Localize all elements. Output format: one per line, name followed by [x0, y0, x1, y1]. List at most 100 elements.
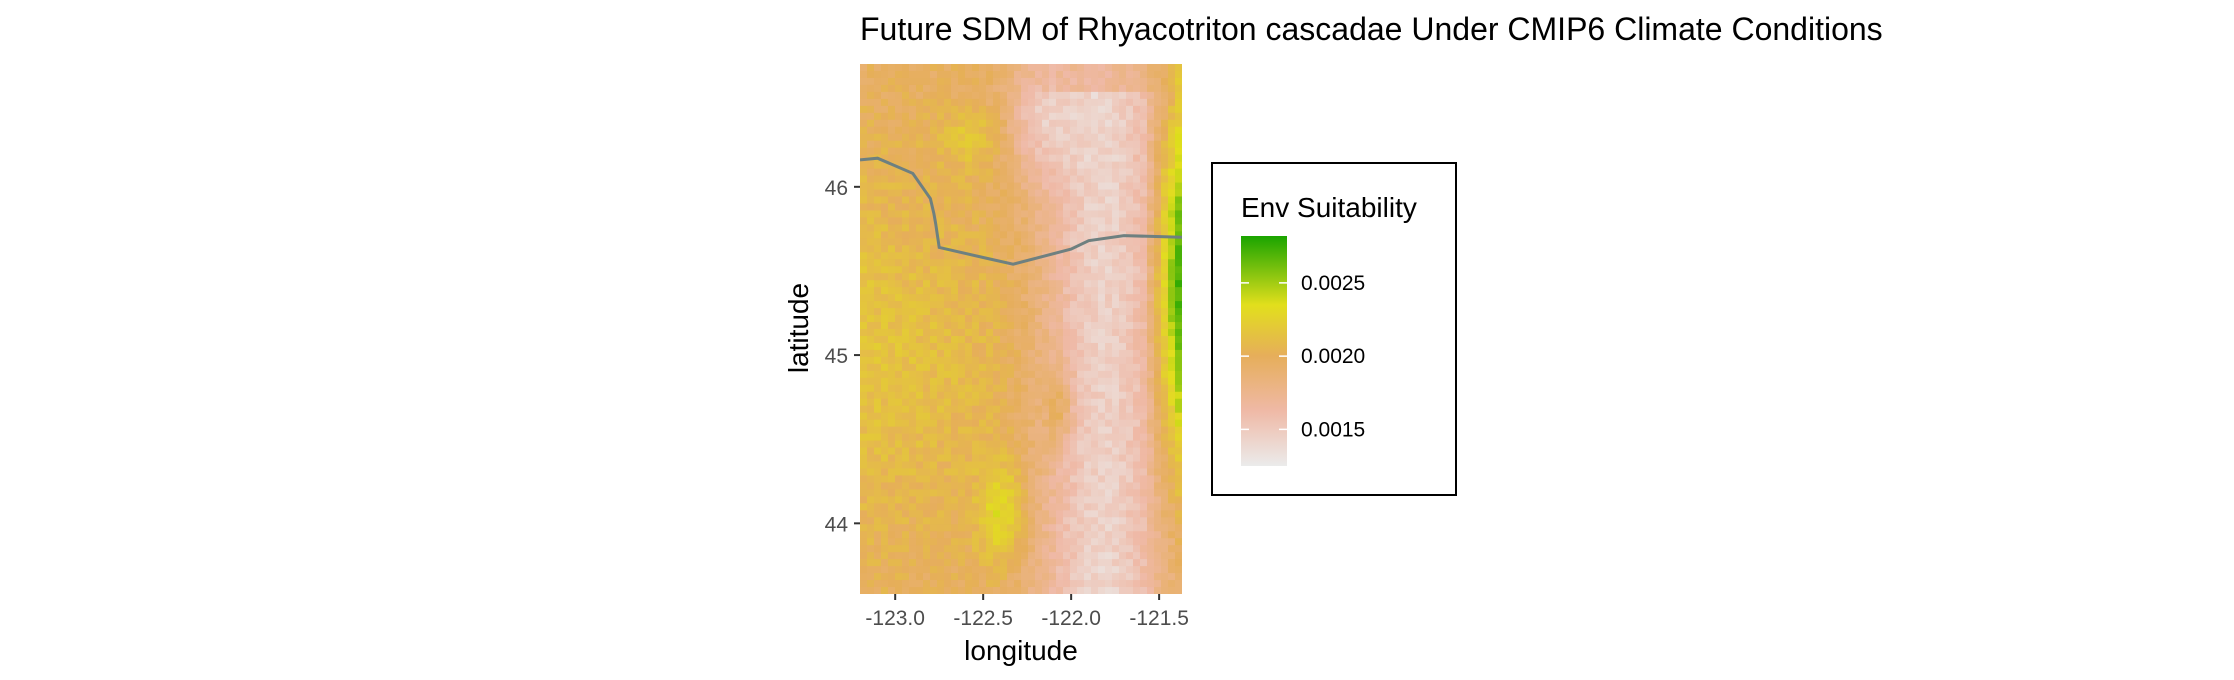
- raster-cell: [1133, 252, 1141, 260]
- raster-cell: [979, 531, 987, 539]
- raster-cell: [972, 419, 980, 428]
- raster-cell: [1147, 426, 1155, 435]
- raster-cell: [1098, 77, 1106, 86]
- raster-cell: [979, 440, 987, 449]
- raster-cell: [979, 405, 987, 414]
- raster-cell: [937, 70, 945, 79]
- raster-cell: [972, 524, 980, 532]
- raster-cell: [1014, 154, 1022, 163]
- raster-cell: [1028, 161, 1036, 170]
- raster-cell: [1119, 112, 1127, 121]
- raster-cell: [909, 182, 917, 191]
- raster-cell: [909, 70, 917, 79]
- raster-cell: [860, 210, 868, 219]
- raster-cell: [1154, 168, 1162, 177]
- raster-cell: [1028, 454, 1036, 463]
- raster-cell: [993, 524, 1001, 532]
- raster-cell: [1021, 196, 1029, 205]
- raster-cell: [874, 335, 882, 344]
- raster-cell: [1000, 238, 1008, 246]
- raster-cell: [916, 126, 924, 135]
- raster-cell: [1049, 189, 1057, 198]
- raster-cell: [1042, 168, 1050, 177]
- raster-cell: [1119, 259, 1127, 267]
- raster-cell: [888, 440, 896, 449]
- raster-cell: [1126, 196, 1134, 205]
- raster-cell: [860, 84, 868, 93]
- raster-cell: [1014, 217, 1022, 225]
- raster-cell: [867, 496, 875, 504]
- raster-cell: [1133, 454, 1141, 463]
- raster-cell: [1077, 524, 1085, 532]
- raster-cell: [1077, 440, 1085, 449]
- raster-cell: [951, 384, 959, 393]
- raster-cell: [1070, 140, 1078, 149]
- raster-cell: [1133, 70, 1141, 79]
- raster-cell: [1119, 126, 1127, 135]
- raster-cell: [1105, 531, 1113, 539]
- raster-cell: [986, 461, 994, 470]
- raster-cell: [1000, 503, 1008, 511]
- raster-cell: [1168, 496, 1176, 504]
- raster-cell: [888, 587, 896, 594]
- raster-cell: [1000, 384, 1008, 393]
- raster-cell: [1105, 112, 1113, 121]
- raster-cell: [923, 147, 931, 156]
- raster-cell: [1154, 126, 1162, 135]
- raster-cell: [881, 377, 889, 386]
- raster-cell: [1098, 461, 1106, 470]
- raster-cell: [1028, 322, 1036, 330]
- raster-cell: [986, 224, 994, 232]
- raster-cell: [1098, 482, 1106, 490]
- raster-cell: [860, 64, 868, 72]
- raster-cell: [1119, 335, 1127, 344]
- raster-cell: [1035, 349, 1043, 358]
- raster-cell: [1168, 147, 1176, 156]
- raster-cell: [902, 356, 910, 365]
- raster-cell: [1105, 524, 1113, 532]
- raster-cell: [1014, 335, 1022, 344]
- raster-cell: [902, 294, 910, 302]
- raster-cell: [1035, 405, 1043, 414]
- raster-cell: [881, 335, 889, 344]
- raster-cell: [937, 84, 945, 93]
- raster-cell: [1000, 168, 1008, 177]
- raster-cell: [1070, 447, 1078, 456]
- raster-cell: [888, 140, 896, 149]
- raster-cell: [972, 489, 980, 497]
- raster-cell: [958, 245, 966, 253]
- raster-cell: [1077, 531, 1085, 539]
- raster-cell: [1014, 105, 1022, 114]
- raster-cell: [986, 370, 994, 379]
- raster-cell: [881, 70, 889, 79]
- raster-cell: [902, 329, 910, 337]
- raster-cell: [1140, 294, 1148, 302]
- raster-cell: [1133, 419, 1141, 428]
- raster-cell: [1035, 203, 1043, 212]
- raster-cell: [979, 335, 987, 344]
- raster-cell: [1084, 489, 1092, 497]
- raster-cell: [1070, 566, 1078, 574]
- raster-cell: [1175, 440, 1182, 449]
- raster-cell: [881, 147, 889, 156]
- raster-cell: [1063, 363, 1071, 372]
- raster-cell: [1000, 294, 1008, 302]
- raster-cell: [1070, 419, 1078, 428]
- raster-cell: [1161, 482, 1169, 490]
- raster-cell: [1133, 280, 1141, 288]
- raster-cell: [881, 356, 889, 365]
- raster-cell: [1147, 91, 1155, 100]
- raster-cell: [1028, 377, 1036, 386]
- raster-cell: [1119, 245, 1127, 253]
- raster-cell: [923, 531, 931, 539]
- raster-cell: [902, 112, 910, 121]
- raster-cell: [1154, 308, 1162, 316]
- raster-cell: [951, 545, 959, 553]
- raster-cell: [1049, 329, 1057, 337]
- raster-cell: [867, 175, 875, 184]
- raster-cell: [1168, 440, 1176, 449]
- raster-cell: [923, 335, 931, 344]
- raster-cell: [867, 210, 875, 219]
- raster-cell: [1175, 64, 1182, 72]
- raster-cell: [923, 510, 931, 518]
